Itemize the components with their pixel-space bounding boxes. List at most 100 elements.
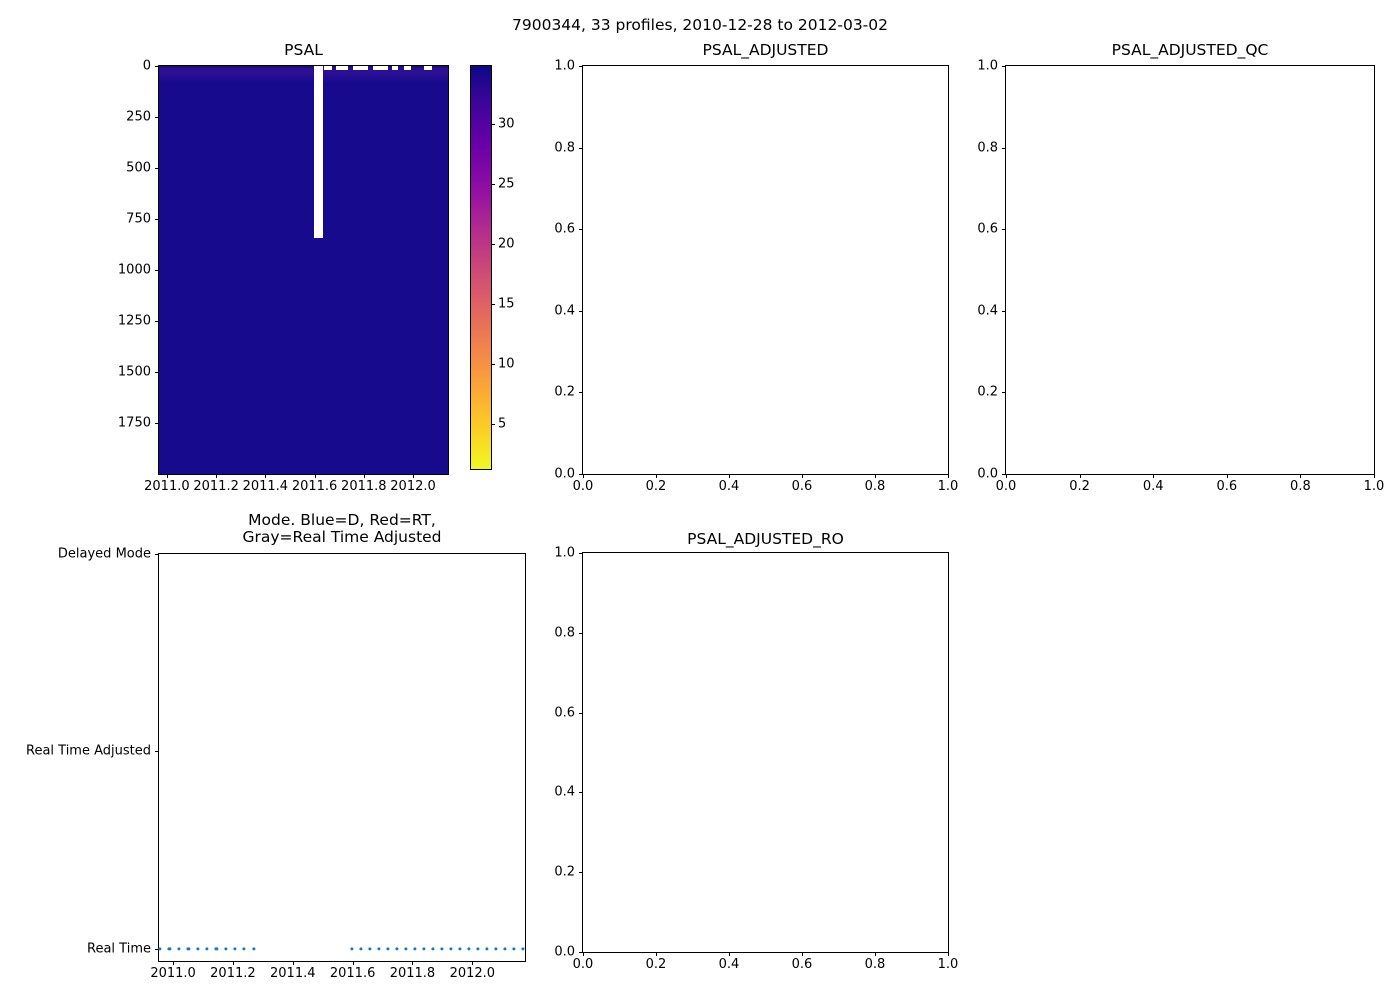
heatmap-surface-gap: [373, 66, 388, 70]
y-tick-label: 1.0: [554, 545, 575, 561]
x-tick-mark: [314, 474, 316, 478]
y-tick-mark: [1002, 392, 1006, 394]
psal-heatmap-mesh: [159, 66, 448, 474]
y-tick-mark: [1002, 474, 1006, 475]
y-tick-label: 1250: [117, 313, 151, 329]
mode-scatter-dot: [412, 947, 417, 951]
y-tick-mark: [155, 168, 159, 169]
mode-scatter-dot: [377, 947, 381, 951]
x-tick-mark: [232, 961, 234, 965]
y-tick-label: 1750: [117, 415, 151, 431]
y-tick-label: 0.8: [977, 140, 998, 156]
y-tick-mark: [579, 310, 583, 312]
y-tick-label: 0.4: [554, 784, 575, 800]
x-tick-label: 0.8: [1290, 479, 1311, 494]
x-tick-mark: [948, 952, 949, 956]
x-tick-mark: [656, 474, 657, 478]
y-tick-label: 0.2: [554, 384, 575, 400]
colorbar-tick-label: 10: [498, 356, 515, 372]
mode-scatter-dot: [205, 947, 209, 951]
x-tick-mark: [166, 474, 168, 478]
x-tick-label: 2011.2: [193, 479, 239, 494]
colorbar-tick-label: 20: [498, 236, 515, 252]
x-tick-label: 0.0: [572, 479, 594, 494]
x-tick-label: 1.0: [937, 957, 959, 972]
colorbar-tick-label: 5: [498, 416, 507, 432]
psal-adjusted-axes: 0.0 0.2 0.4 0.6 0.8 1.0 0.0 0.2 0.4 0.6 0.8 1.0: [554, 59, 958, 495]
heatmap-missing-profile-gap: [314, 66, 323, 239]
colorbar-tick-mark: [491, 304, 495, 306]
mode-scatter-dot: [368, 947, 372, 951]
mode-scatter-dot: [431, 947, 435, 951]
y-tick-mark: [155, 66, 159, 67]
heatmap-surface-gap: [353, 66, 369, 70]
mode-panel-title: Mode. Blue=D, Red=RT, Gray=Real Time Adj…: [158, 512, 526, 546]
y-tick-label: 0.0: [554, 944, 575, 960]
x-tick-label: 2011.6: [291, 479, 338, 494]
mode-scatter-dot: [252, 947, 256, 951]
x-tick-mark: [363, 474, 365, 478]
mode-scatter-dot: [224, 947, 228, 951]
mode-scatter-dot: [476, 947, 480, 951]
mode-scatter-dot: [458, 947, 462, 951]
y-tick-label: 750: [126, 211, 151, 227]
psal-panel-title: PSAL: [284, 41, 323, 59]
y-tick-mark: [1002, 310, 1006, 312]
y-tick-mark: [155, 270, 159, 271]
x-tick-mark: [948, 474, 949, 478]
colorbar-tick-label: 30: [498, 116, 515, 132]
x-tick-label: 2011.4: [270, 966, 316, 981]
x-tick-mark: [729, 474, 730, 478]
x-tick-label: 0.6: [791, 957, 813, 972]
psal-adjusted-qc-axes: 0.0 0.2 0.4 0.6 0.8 1.0 0.0 0.2 0.4 0.6 0.8 1.0: [977, 59, 1384, 495]
mode-scatter-dot: [350, 947, 354, 951]
heatmap-surface-gap: [403, 66, 411, 70]
y-tick-mark: [155, 423, 159, 424]
y-tick-label: 1.0: [977, 58, 998, 74]
x-tick-mark: [1006, 474, 1007, 478]
x-tick-mark: [472, 961, 474, 965]
x-tick-label: 2011.2: [210, 966, 256, 981]
y-tick-label: 0.2: [977, 384, 998, 400]
mode-scatter-dot: [494, 947, 498, 951]
heatmap-surface-gap: [324, 66, 333, 70]
x-tick-mark: [216, 474, 218, 478]
y-tick-label: 0.4: [977, 303, 998, 319]
mode-scatter-dot: [167, 947, 172, 951]
psal-adjusted-ro-axes: 0.0 0.2 0.4 0.6 0.8 1.0 0.0 0.2 0.4 0.6 0.8 1.0: [554, 546, 958, 973]
x-tick-mark: [1300, 474, 1302, 478]
mode-scatter-dot: [242, 947, 246, 951]
y-tick-mark: [579, 952, 583, 953]
x-tick-label: 2011.6: [329, 966, 376, 981]
y-tick-mark: [579, 474, 583, 475]
y-tick-mark: [579, 392, 583, 394]
x-tick-label: 0.6: [1216, 479, 1238, 494]
y-tick-mark: [155, 372, 159, 373]
y-tick-mark: [579, 147, 583, 149]
mode-scatter-dot: [521, 947, 525, 951]
colorbar-tick-mark: [491, 424, 495, 426]
y-tick-label: 0.6: [977, 221, 998, 237]
x-tick-label: 2011.8: [389, 966, 436, 981]
x-tick-label: 2011.0: [144, 479, 190, 494]
mode-scatter-dot: [186, 947, 190, 951]
y-tick-label: 1000: [117, 262, 151, 278]
x-tick-mark: [802, 474, 803, 478]
y-tick-label: 500: [126, 160, 151, 176]
x-tick-mark: [1374, 474, 1375, 478]
y-tick-mark: [579, 229, 583, 231]
y-tick-mark: [579, 712, 583, 714]
x-tick-mark: [412, 961, 414, 965]
x-tick-mark: [265, 474, 267, 478]
x-tick-mark: [656, 952, 657, 956]
psal-heatmap-axes: 2011.0 2011.2 2011.4 2011.6 2011.8 2012.0 0 250…: [118, 59, 449, 494]
mode-scatter-dot: [485, 947, 489, 951]
mode-scatter-dot: [386, 947, 390, 951]
x-tick-label: 1.0: [937, 479, 959, 494]
mode-scatter-dot: [440, 947, 444, 951]
mode-scatter-dot: [196, 947, 200, 951]
heatmap-surface-gap: [336, 66, 349, 70]
figure-suptitle: 7900344, 33 profiles, 2010-12-28 to 2012…: [512, 16, 888, 34]
x-tick-label: 0.0: [995, 479, 1017, 494]
y-tick-mark: [1002, 147, 1006, 149]
